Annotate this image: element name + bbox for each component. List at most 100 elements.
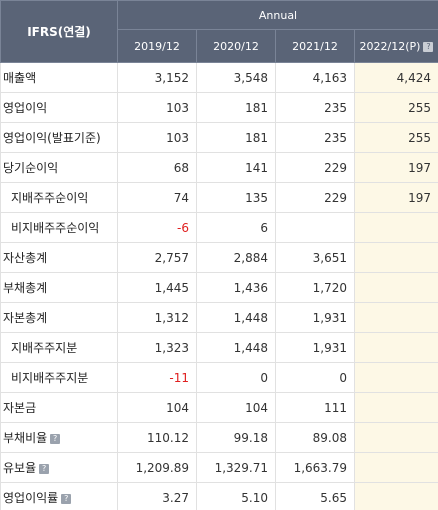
- table-row: 비지배주주순이익 -6 6: [0, 212, 438, 243]
- value-cell: 0: [196, 362, 276, 393]
- year-header-2020: 2020/12: [196, 29, 276, 63]
- value-cell: 110.12: [117, 422, 197, 453]
- value-cell: 103: [117, 122, 197, 153]
- table-row: 자본총계 1,312 1,448 1,931: [0, 302, 438, 333]
- table-row: 당기순이익 68 141 229 197: [0, 152, 438, 183]
- row-label: 자본금: [0, 392, 118, 423]
- value-cell: 0: [275, 362, 355, 393]
- value-cell: 1,720: [275, 272, 355, 303]
- row-label-text: 유보율: [3, 461, 37, 475]
- value-cell: 1,445: [117, 272, 197, 303]
- row-label-text: 부채비율: [3, 431, 48, 445]
- row-label-text: 비지배주주지분: [11, 371, 89, 385]
- row-label: 지배주주순이익: [0, 182, 118, 213]
- value-cell: 1,448: [196, 302, 276, 333]
- value-cell: 229: [275, 152, 355, 183]
- row-label-text: 부채총계: [3, 281, 48, 295]
- row-label-text: 자본금: [3, 401, 37, 415]
- value-cell-estimate: [354, 212, 438, 243]
- row-label: 비지배주주지분: [0, 362, 118, 393]
- table-header-label: IFRS(연결): [0, 0, 118, 63]
- table-row: 지배주주순이익 74 135 229 197: [0, 182, 438, 213]
- value-cell: 5.10: [196, 482, 276, 510]
- row-label: 부채비율?: [0, 422, 118, 453]
- value-cell-estimate: [354, 332, 438, 363]
- row-label: 영업이익률?: [0, 482, 118, 510]
- year-header-2022-estimate: 2022/12(P)?: [354, 29, 438, 63]
- row-label-text: 영업이익(발표기준): [3, 131, 101, 145]
- row-label-text: 영업이익: [3, 101, 48, 115]
- value-cell-estimate: [354, 302, 438, 333]
- table-row: 자산총계 2,757 2,884 3,651: [0, 242, 438, 273]
- value-cell: 6: [196, 212, 276, 243]
- row-label-text: 비지배주주순이익: [11, 221, 100, 235]
- value-cell-estimate: [354, 392, 438, 423]
- row-label: 당기순이익: [0, 152, 118, 183]
- value-cell: 1,931: [275, 302, 355, 333]
- value-cell: 1,209.89: [117, 452, 197, 483]
- value-cell: 74: [117, 182, 197, 213]
- value-cell: 235: [275, 122, 355, 153]
- row-label-text: 당기순이익: [3, 161, 59, 175]
- value-cell: 104: [196, 392, 276, 423]
- row-label-text: 매출액: [3, 71, 37, 85]
- table-row: 유보율? 1,209.89 1,329.71 1,663.79: [0, 452, 438, 483]
- value-cell-estimate: 255: [354, 92, 438, 123]
- help-icon[interactable]: ?: [423, 41, 434, 52]
- value-cell: 1,323: [117, 332, 197, 363]
- table-row: 비지배주주지분 -11 0 0: [0, 362, 438, 393]
- row-label: 영업이익(발표기준): [0, 122, 118, 153]
- value-cell-estimate: 197: [354, 182, 438, 213]
- value-cell: 1,448: [196, 332, 276, 363]
- row-label-text: 자본총계: [3, 311, 48, 325]
- row-label: 유보율?: [0, 452, 118, 483]
- row-label-text: 지배주주순이익: [11, 191, 89, 205]
- value-cell: 5.65: [275, 482, 355, 510]
- row-label: 영업이익: [0, 92, 118, 123]
- row-label: 부채총계: [0, 272, 118, 303]
- value-cell: 68: [117, 152, 197, 183]
- value-cell: 3.27: [117, 482, 197, 510]
- value-cell: 181: [196, 92, 276, 123]
- value-cell: 181: [196, 122, 276, 153]
- table-row: 영업이익률? 3.27 5.10 5.65: [0, 482, 438, 510]
- value-cell: 1,931: [275, 332, 355, 363]
- value-cell: 3,152: [117, 62, 197, 93]
- table-row: 영업이익(발표기준) 103 181 235 255: [0, 122, 438, 153]
- value-cell: 1,329.71: [196, 452, 276, 483]
- value-cell: 141: [196, 152, 276, 183]
- value-cell: 103: [117, 92, 197, 123]
- help-icon[interactable]: ?: [39, 463, 50, 474]
- row-label: 지배주주지분: [0, 332, 118, 363]
- value-cell-estimate: [354, 272, 438, 303]
- table-row: 영업이익 103 181 235 255: [0, 92, 438, 123]
- table-row: 지배주주지분 1,323 1,448 1,931: [0, 332, 438, 363]
- value-cell: 135: [196, 182, 276, 213]
- value-cell: 104: [117, 392, 197, 423]
- value-cell-estimate: 4,424: [354, 62, 438, 93]
- value-cell: 1,663.79: [275, 452, 355, 483]
- value-cell: 111: [275, 392, 355, 423]
- row-label: 비지배주주순이익: [0, 212, 118, 243]
- value-cell: 235: [275, 92, 355, 123]
- table-row: 자본금 104 104 111: [0, 392, 438, 423]
- value-cell-estimate: [354, 362, 438, 393]
- value-cell: 1,436: [196, 272, 276, 303]
- help-icon[interactable]: ?: [50, 433, 61, 444]
- row-label-text: 영업이익률: [3, 491, 59, 505]
- value-cell: 89.08: [275, 422, 355, 453]
- table-row: 매출액 3,152 3,548 4,163 4,424: [0, 62, 438, 93]
- row-label: 자산총계: [0, 242, 118, 273]
- value-cell: -11: [117, 362, 197, 393]
- value-cell: -6: [117, 212, 197, 243]
- value-cell: 3,651: [275, 242, 355, 273]
- value-cell: 229: [275, 182, 355, 213]
- year-header-2019: 2019/12: [117, 29, 197, 63]
- value-cell: [275, 212, 355, 243]
- value-cell: 2,884: [196, 242, 276, 273]
- row-label: 매출액: [0, 62, 118, 93]
- value-cell: 1,312: [117, 302, 197, 333]
- row-label-text: 자산총계: [3, 251, 48, 265]
- help-icon[interactable]: ?: [61, 493, 72, 504]
